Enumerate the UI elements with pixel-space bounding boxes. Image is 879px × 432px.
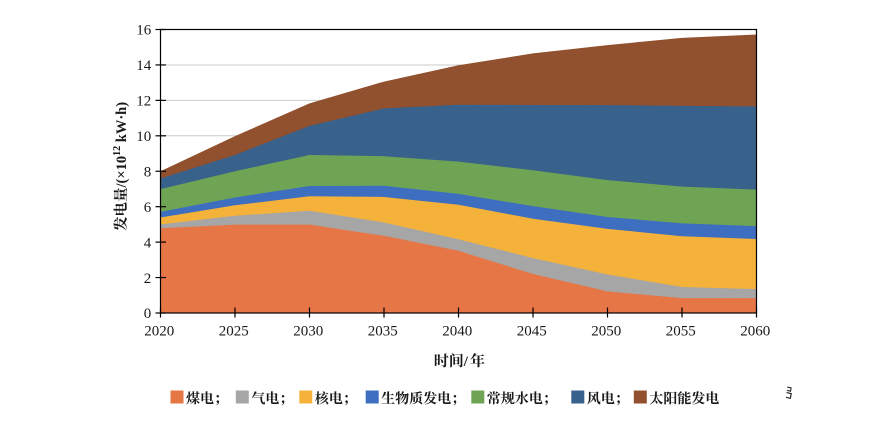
svg-text:/: / [463,354,469,370]
svg-text:16: 16 [136,23,152,39]
svg-text:10: 10 [136,129,151,145]
svg-text:2050: 2050 [591,324,621,340]
svg-text:8: 8 [144,164,152,180]
svg-text:2: 2 [144,271,152,287]
svg-text:2060: 2060 [740,324,770,340]
svg-text:2055: 2055 [666,324,696,340]
svg-text:4: 4 [144,235,152,251]
svg-text:6: 6 [144,200,152,216]
svg-text:2035: 2035 [368,324,398,340]
svg-text:2025: 2025 [219,324,249,340]
svg-text:2030: 2030 [293,324,323,340]
svg-text:2020: 2020 [144,324,174,340]
svg-text:2045: 2045 [517,324,547,340]
svg-text:2040: 2040 [442,324,472,340]
svg-text:14: 14 [136,58,152,74]
svg-text:12: 12 [136,94,151,110]
svg-text:/(×1012 kW·h): /(×1012 kW·h) [112,102,130,189]
svg-text:0: 0 [144,306,152,322]
